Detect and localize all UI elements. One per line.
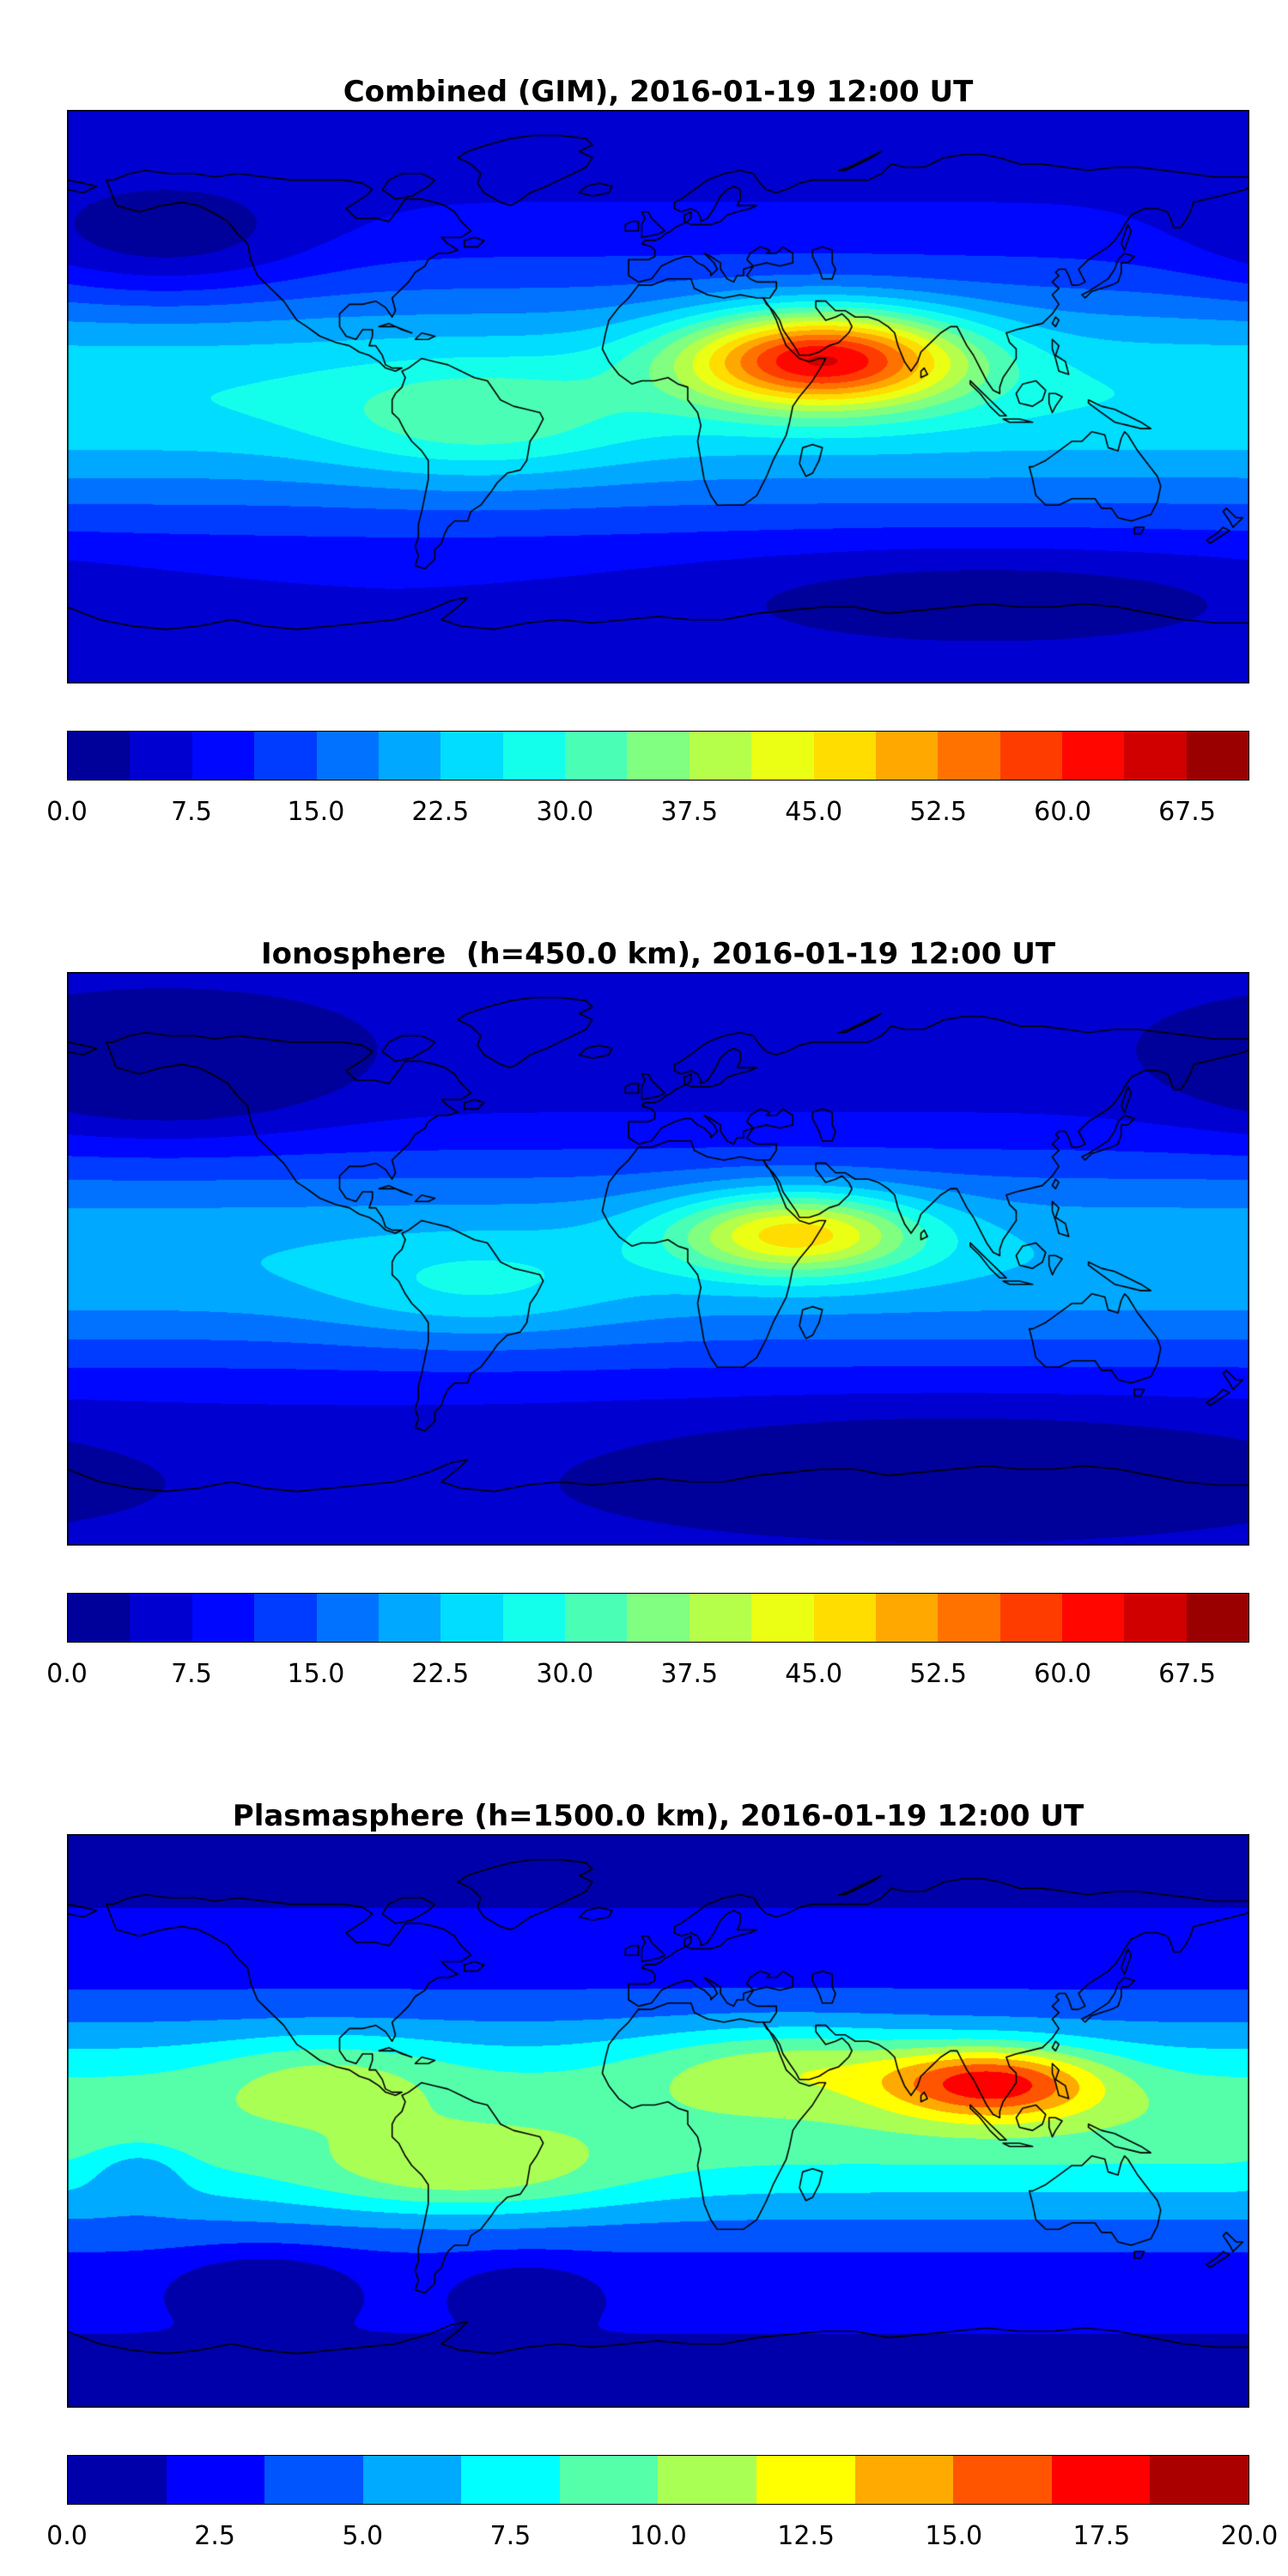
colorbar-segment <box>756 2456 855 2504</box>
colorbar-segment <box>316 732 379 780</box>
colorbar-segment <box>999 1594 1062 1642</box>
colorbar-segment <box>751 732 814 780</box>
colorbar-segment <box>1062 732 1125 780</box>
colorbar-tick-label: 0.0 <box>46 797 88 827</box>
colorbar-tick-label: 60.0 <box>1034 1659 1091 1689</box>
colorbar-ionosphere <box>67 1593 1249 1643</box>
colorbar-tick-label: 52.5 <box>909 1659 968 1689</box>
colorbar-segment <box>264 2456 363 2504</box>
colorbar-segment <box>565 732 628 780</box>
map-canvas-combined <box>67 110 1249 683</box>
map-canvas-plasmasphere <box>67 1834 1249 2408</box>
colorbar-segment <box>751 1594 814 1642</box>
colorbar-segment <box>254 1594 317 1642</box>
colorbar-tick-label: 52.5 <box>909 797 968 827</box>
colorbar-tick-label: 0.0 <box>46 2521 88 2551</box>
colorbar-segment <box>1062 1594 1125 1642</box>
colorbar-segment <box>875 732 939 780</box>
colorbar-tick-label: 30.0 <box>536 1659 594 1689</box>
colorbar-segment <box>362 2456 462 2504</box>
colorbar-segment <box>130 1594 192 1642</box>
colorbar-segment <box>1186 1594 1249 1642</box>
colorbar-combined <box>67 731 1249 781</box>
colorbar-tick-label: 22.5 <box>411 797 470 827</box>
colorbar-segment <box>191 732 255 780</box>
colorbar-ticks-plasmasphere: 0.0 2.5 5.0 7.5 10.0 12.5 15.0 17.5 20.0 <box>46 2519 1278 2557</box>
colorbar-tick-label: 12.5 <box>777 2521 835 2551</box>
colorbar-tick-label: 20.0 <box>1220 2521 1279 2551</box>
colorbar-segment <box>502 732 565 780</box>
panel-title-plasmasphere: Plasmasphere (h=1500.0 km), 2016-01-19 1… <box>232 1799 1084 1834</box>
colorbar-segment <box>1124 1594 1187 1642</box>
colorbar-segment <box>502 1594 565 1642</box>
colorbar-segment <box>689 732 752 780</box>
colorbar-segment <box>1124 732 1187 780</box>
colorbar-ticks-ionosphere: 0.0 7.5 15.0 22.5 30.0 37.5 45.0 52.5 60.0 67.5 <box>46 1657 1249 1695</box>
colorbar-segment <box>191 1594 255 1642</box>
colorbar-tick-label: 7.5 <box>171 1659 212 1689</box>
colorbar-segment <box>166 2456 265 2504</box>
panel-title-combined: Combined (GIM), 2016-01-19 12:00 UT <box>343 75 974 110</box>
colorbar-segment <box>627 732 690 780</box>
colorbar-ticks-combined: 0.0 7.5 15.0 22.5 30.0 37.5 45.0 52.5 60.0 67.5 <box>46 795 1249 833</box>
colorbar-segment <box>68 1594 131 1642</box>
colorbar-tick-label: 2.5 <box>194 2521 235 2551</box>
colorbar-tick-label: 45.0 <box>785 1659 843 1689</box>
colorbar-segment <box>689 1594 752 1642</box>
colorbar-segment <box>68 2456 167 2504</box>
colorbar-tick-label: 30.0 <box>536 797 594 827</box>
colorbar-segment <box>938 1594 1000 1642</box>
colorbar-segment <box>953 2456 1052 2504</box>
colorbar-tick-label: 7.5 <box>171 797 212 827</box>
colorbar-tick-label: 37.5 <box>660 1659 719 1689</box>
panel-title-ionosphere: Ionosphere (h=450.0 km), 2016-01-19 12:0… <box>260 937 1056 972</box>
colorbar-tick-label: 15.0 <box>287 797 345 827</box>
colorbar-tick-label: 0.0 <box>46 1659 88 1689</box>
colorbar-segment <box>565 1594 628 1642</box>
colorbar-tick-label: 5.0 <box>342 2521 384 2551</box>
colorbar-segment <box>1186 732 1249 780</box>
colorbar-segment <box>440 1594 503 1642</box>
colorbar-tick-label: 67.5 <box>1158 1659 1216 1689</box>
colorbar-tick-label: 10.0 <box>629 2521 687 2551</box>
colorbar-segment <box>440 732 503 780</box>
colorbar-tick-label: 15.0 <box>287 1659 345 1689</box>
colorbar-segment <box>378 1594 441 1642</box>
colorbar-segment <box>627 1594 690 1642</box>
colorbar-segment <box>854 2456 954 2504</box>
colorbar-segment <box>813 732 876 780</box>
map-canvas-ionosphere <box>67 972 1249 1546</box>
colorbar-segment <box>658 2456 757 2504</box>
colorbar-segment <box>130 732 192 780</box>
colorbar-segment <box>559 2456 659 2504</box>
colorbar-segment <box>875 1594 939 1642</box>
colorbar-tick-label: 45.0 <box>785 797 843 827</box>
colorbar-segment <box>813 1594 876 1642</box>
colorbar-segment <box>1150 2456 1249 2504</box>
colorbar-plasmasphere <box>67 2455 1249 2505</box>
colorbar-tick-label: 15.0 <box>925 2521 983 2551</box>
colorbar-segment <box>68 732 131 780</box>
colorbar-segment <box>316 1594 379 1642</box>
colorbar-tick-label: 67.5 <box>1158 797 1216 827</box>
colorbar-tick-label: 37.5 <box>660 797 719 827</box>
colorbar-tick-label: 60.0 <box>1034 797 1091 827</box>
colorbar-segment <box>1051 2456 1151 2504</box>
colorbar-segment <box>938 732 1000 780</box>
colorbar-tick-label: 22.5 <box>411 1659 470 1689</box>
colorbar-segment <box>254 732 317 780</box>
colorbar-tick-label: 7.5 <box>489 2521 532 2551</box>
colorbar-segment <box>999 732 1062 780</box>
colorbar-tick-label: 17.5 <box>1072 2521 1131 2551</box>
colorbar-segment <box>378 732 441 780</box>
colorbar-segment <box>461 2456 560 2504</box>
